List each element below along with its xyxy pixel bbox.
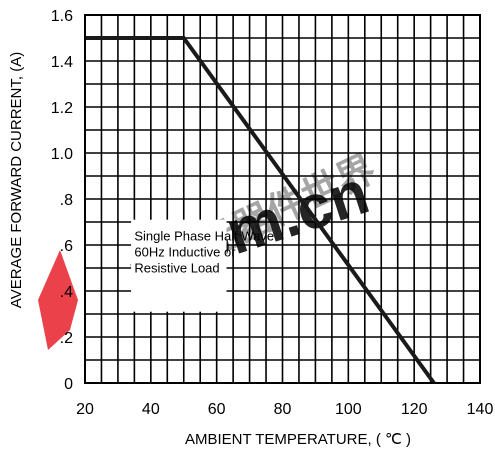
x-tick-labels: 20 40 60 80 100 120 140 bbox=[76, 401, 493, 418]
annotation-line: 60Hz Inductive or bbox=[134, 244, 236, 259]
x-tick-label: 60 bbox=[208, 401, 226, 418]
x-tick-label: 40 bbox=[142, 401, 160, 418]
x-tick-label: 140 bbox=[467, 401, 494, 418]
y-tick-labels: 0 .2 .4 .6 .8 1.0 1.2 1.4 1.6 bbox=[51, 8, 73, 393]
grid-minor bbox=[84, 14, 481, 384]
x-tick-label: 20 bbox=[76, 401, 94, 418]
annotation-box bbox=[131, 219, 227, 312]
x-tick-label: 100 bbox=[335, 401, 362, 418]
y-tick-label: 1.2 bbox=[51, 100, 73, 117]
y-tick-label: 1.6 bbox=[51, 8, 73, 25]
y-tick-label: .6 bbox=[60, 238, 73, 255]
plot-frame bbox=[84, 14, 481, 384]
x-tick-label: 120 bbox=[401, 401, 428, 418]
x-axis-title: AMBIENT TEMPERATURE, ( ℃ ) bbox=[185, 431, 411, 448]
y-axis-title: AVERAGE FORWARD CURRENT, (A) bbox=[8, 52, 25, 308]
y-tick-label: 1.4 bbox=[51, 54, 73, 71]
x-tick-label: 80 bbox=[274, 401, 292, 418]
y-tick-label: .8 bbox=[60, 192, 73, 209]
y-tick-label: 1.0 bbox=[51, 146, 73, 163]
derating-curve bbox=[85, 36, 436, 385]
y-tick-label: .4 bbox=[60, 284, 73, 301]
annotation-line: Resistive Load bbox=[134, 260, 219, 275]
annotation-line: Single Phase Half Wave bbox=[134, 228, 274, 243]
y-tick-label: .2 bbox=[60, 330, 73, 347]
y-tick-label: 0 bbox=[64, 376, 73, 393]
watermark-red-shape bbox=[38, 250, 78, 350]
